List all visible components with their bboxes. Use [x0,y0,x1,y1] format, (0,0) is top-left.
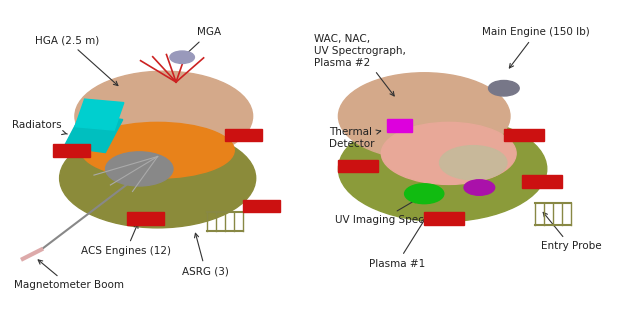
Bar [388,119,412,132]
Text: ACS Engines (12): ACS Engines (12) [81,224,171,256]
Circle shape [170,51,195,64]
Bar [424,212,464,225]
Text: Main Engine (150 lb): Main Engine (150 lb) [482,28,590,68]
Text: Plasma #1: Plasma #1 [369,219,425,269]
Circle shape [75,71,252,161]
Bar [225,129,262,141]
Bar [504,129,544,141]
Text: HGA (2.5 m): HGA (2.5 m) [35,35,118,85]
Text: Thermal
Detector: Thermal Detector [329,127,381,149]
Text: WAC, NAC,
UV Spectrograph,
Plasma #2: WAC, NAC, UV Spectrograph, Plasma #2 [314,34,405,96]
Circle shape [489,80,519,96]
Bar [522,175,562,187]
Text: Entry Probe: Entry Probe [541,212,601,251]
Circle shape [339,116,547,222]
Ellipse shape [381,122,516,184]
Text: MGA: MGA [179,28,221,61]
Text: Radiators: Radiators [12,121,68,135]
Ellipse shape [81,122,234,178]
Polygon shape [64,114,123,152]
Circle shape [105,152,173,186]
Circle shape [464,180,495,195]
Bar [127,212,164,225]
Circle shape [339,73,510,160]
Text: UV Imaging Spec.: UV Imaging Spec. [335,199,428,225]
Text: ASRG (3): ASRG (3) [182,233,229,276]
Circle shape [440,146,507,180]
Circle shape [60,129,255,228]
Text: Magnetometer Boom: Magnetometer Boom [14,260,123,290]
Bar [244,200,280,212]
Polygon shape [75,99,124,130]
Bar [339,160,378,172]
Bar [53,144,91,156]
Circle shape [405,184,444,204]
